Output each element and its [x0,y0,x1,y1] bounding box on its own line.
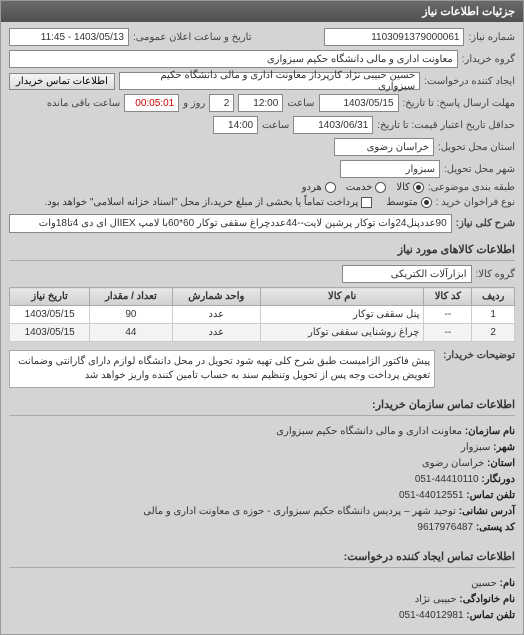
delivery-date-field: 1403/06/31 [293,116,373,134]
requester-field: حسین حبیبی نژاد کارپرداز معاونت اداری و … [119,72,420,90]
table-row: 2 -- چراغ روشنایی سقفی توکار عدد 44 1403… [10,324,515,342]
th-date: تاریخ نیاز [10,288,90,306]
details-panel: جزئیات اطلاعات نیاز شماره نیاز: 11030913… [0,0,524,635]
org-city: سبزوار [461,442,490,453]
radio-both[interactable] [325,182,336,193]
radio-medium-label: متوسط [386,197,417,208]
org-fax-lbl: تلفن تماس: [466,490,515,501]
delivery-hour-field: 14:00 [213,116,258,134]
buyer-group-field: معاونت اداری و مالی دانشگاه حکیم سبزواری [9,50,458,68]
contact-info-button[interactable]: اطلاعات تماس خریدار [9,73,115,90]
remain-label: ساعت باقی مانده [47,98,120,109]
radio-kala[interactable] [413,182,424,193]
request-no-field: 1103091379000061 [324,28,464,46]
radio-medium[interactable] [421,197,432,208]
panel-title: جزئیات اطلاعات نیاز [1,1,523,22]
budget-label: طبقه بندی موضوعی: [428,182,515,193]
hour-label-1: ساعت [287,98,314,109]
day-label: روز و [183,98,205,109]
remaining-time-field: 00:05:01 [124,94,179,112]
th-name: نام کالا [260,288,423,306]
need-title-label: شرح کلی نیاز: [456,218,515,229]
org-tel-lbl: دورنگار: [481,474,515,485]
delivery-label: حداقل تاریخ اعتبار قیمت: تا تاریخ: [377,120,515,131]
need-title-field: 90عددپنل24وات توکار پرشین لایت--44عددچرا… [9,214,452,233]
requester-label: ایجاد کننده درخواست: [424,76,515,87]
buyer-group-label: گروه خریدار: [462,54,515,65]
goods-table: ردیف کد کالا نام کالا واحد شمارش تعداد /… [9,287,515,342]
announce-field: 1403/05/13 - 11:45 [9,28,129,46]
radio-khadamat[interactable] [375,182,386,193]
org-tel: 44410110-051 [415,474,479,485]
creator-tel: 44012981-051 [399,610,464,621]
org-contact-title: اطلاعات تماس سازمان خریدار: [9,394,515,416]
creator-fn: حسین [471,578,497,589]
org-fax: 44012551-051 [399,490,464,501]
goods-group-field: ابزارآلات الکتریکی [342,265,472,283]
creator-contact-block: نام: حسین نام خانوادگی: حبیبی نژاد تلفن … [9,572,515,628]
org-contact-block: نام سازمان: معاونت اداری و مالی دانشگاه … [9,420,515,540]
day-val-field: 2 [209,94,234,112]
request-no-label: شماره نیاز: [468,32,515,43]
th-qty: تعداد / مقدار [90,288,172,306]
th-row: ردیف [472,288,515,306]
goods-group-label: گروه کالا: [476,269,515,280]
org-post: 9617976487 [417,522,473,533]
org-name-lbl: نام سازمان: [465,426,515,437]
province-field: خراسان رضوی [334,138,434,156]
org-post-lbl: کد پستی: [476,522,515,533]
org-city-lbl: شهر: [493,442,515,453]
org-addr-lbl: آدرس نشانی: [459,506,515,517]
creator-ln-lbl: نام خانوادگی: [459,594,515,605]
city-field: سبزوار [340,160,440,178]
pay-label: نوع فراخوان خرید : [436,197,515,208]
goods-section-title: اطلاعات کالاهای مورد نیاز [9,239,515,261]
th-unit: واحد شمارش [172,288,260,306]
deadline-send-label: مهلت ارسال پاسخ: تا تاریخ: [403,98,515,109]
treasury-note: پرداخت تماماً یا بخشی از مبلغ خرید،از مح… [44,197,358,208]
org-prov: خراسان رضوی [422,458,484,469]
creator-fn-lbl: نام: [500,578,515,589]
budget-radio-group: کالا خدمت هردو [302,182,424,193]
pay-radio-group: متوسط [386,197,431,208]
table-row: 1 -- پنل سقفی توکار عدد 90 1403/05/15 [10,306,515,324]
deadline-hour-field: 12:00 [238,94,283,112]
radio-both-label: هردو [302,182,322,193]
deadline-date-field: 1403/05/15 [319,94,399,112]
th-code: کد کالا [424,288,472,306]
radio-kala-label: کالا [396,182,410,193]
org-prov-lbl: استان: [487,458,515,469]
treasury-checkbox[interactable] [361,197,372,208]
province-label: استان محل تحویل: [438,142,515,153]
radio-khadamat-label: خدمت [346,182,373,193]
buyer-desc-label: توضیحات خریدار: [443,350,515,361]
creator-ln: حبیبی نژاد [415,594,457,605]
announce-label: تاریخ و ساعت اعلان عمومی: [133,32,252,43]
org-name: معاونت اداری و مالی دانشگاه حکیم سبزواری [276,426,462,437]
org-addr: توحید شهر – پردیس دانشگاه حکیم سبزواری -… [143,506,456,517]
city-label: شهر محل تحویل: [444,164,515,175]
hour-label-2: ساعت [262,120,289,131]
creator-tel-lbl: تلفن تماس: [466,610,515,621]
creator-contact-title: اطلاعات تماس ایجاد کننده درخواست: [9,546,515,568]
buyer-desc-box: پیش فاکتور الزامیست طبق شرح کلی تهیه شود… [9,350,435,388]
